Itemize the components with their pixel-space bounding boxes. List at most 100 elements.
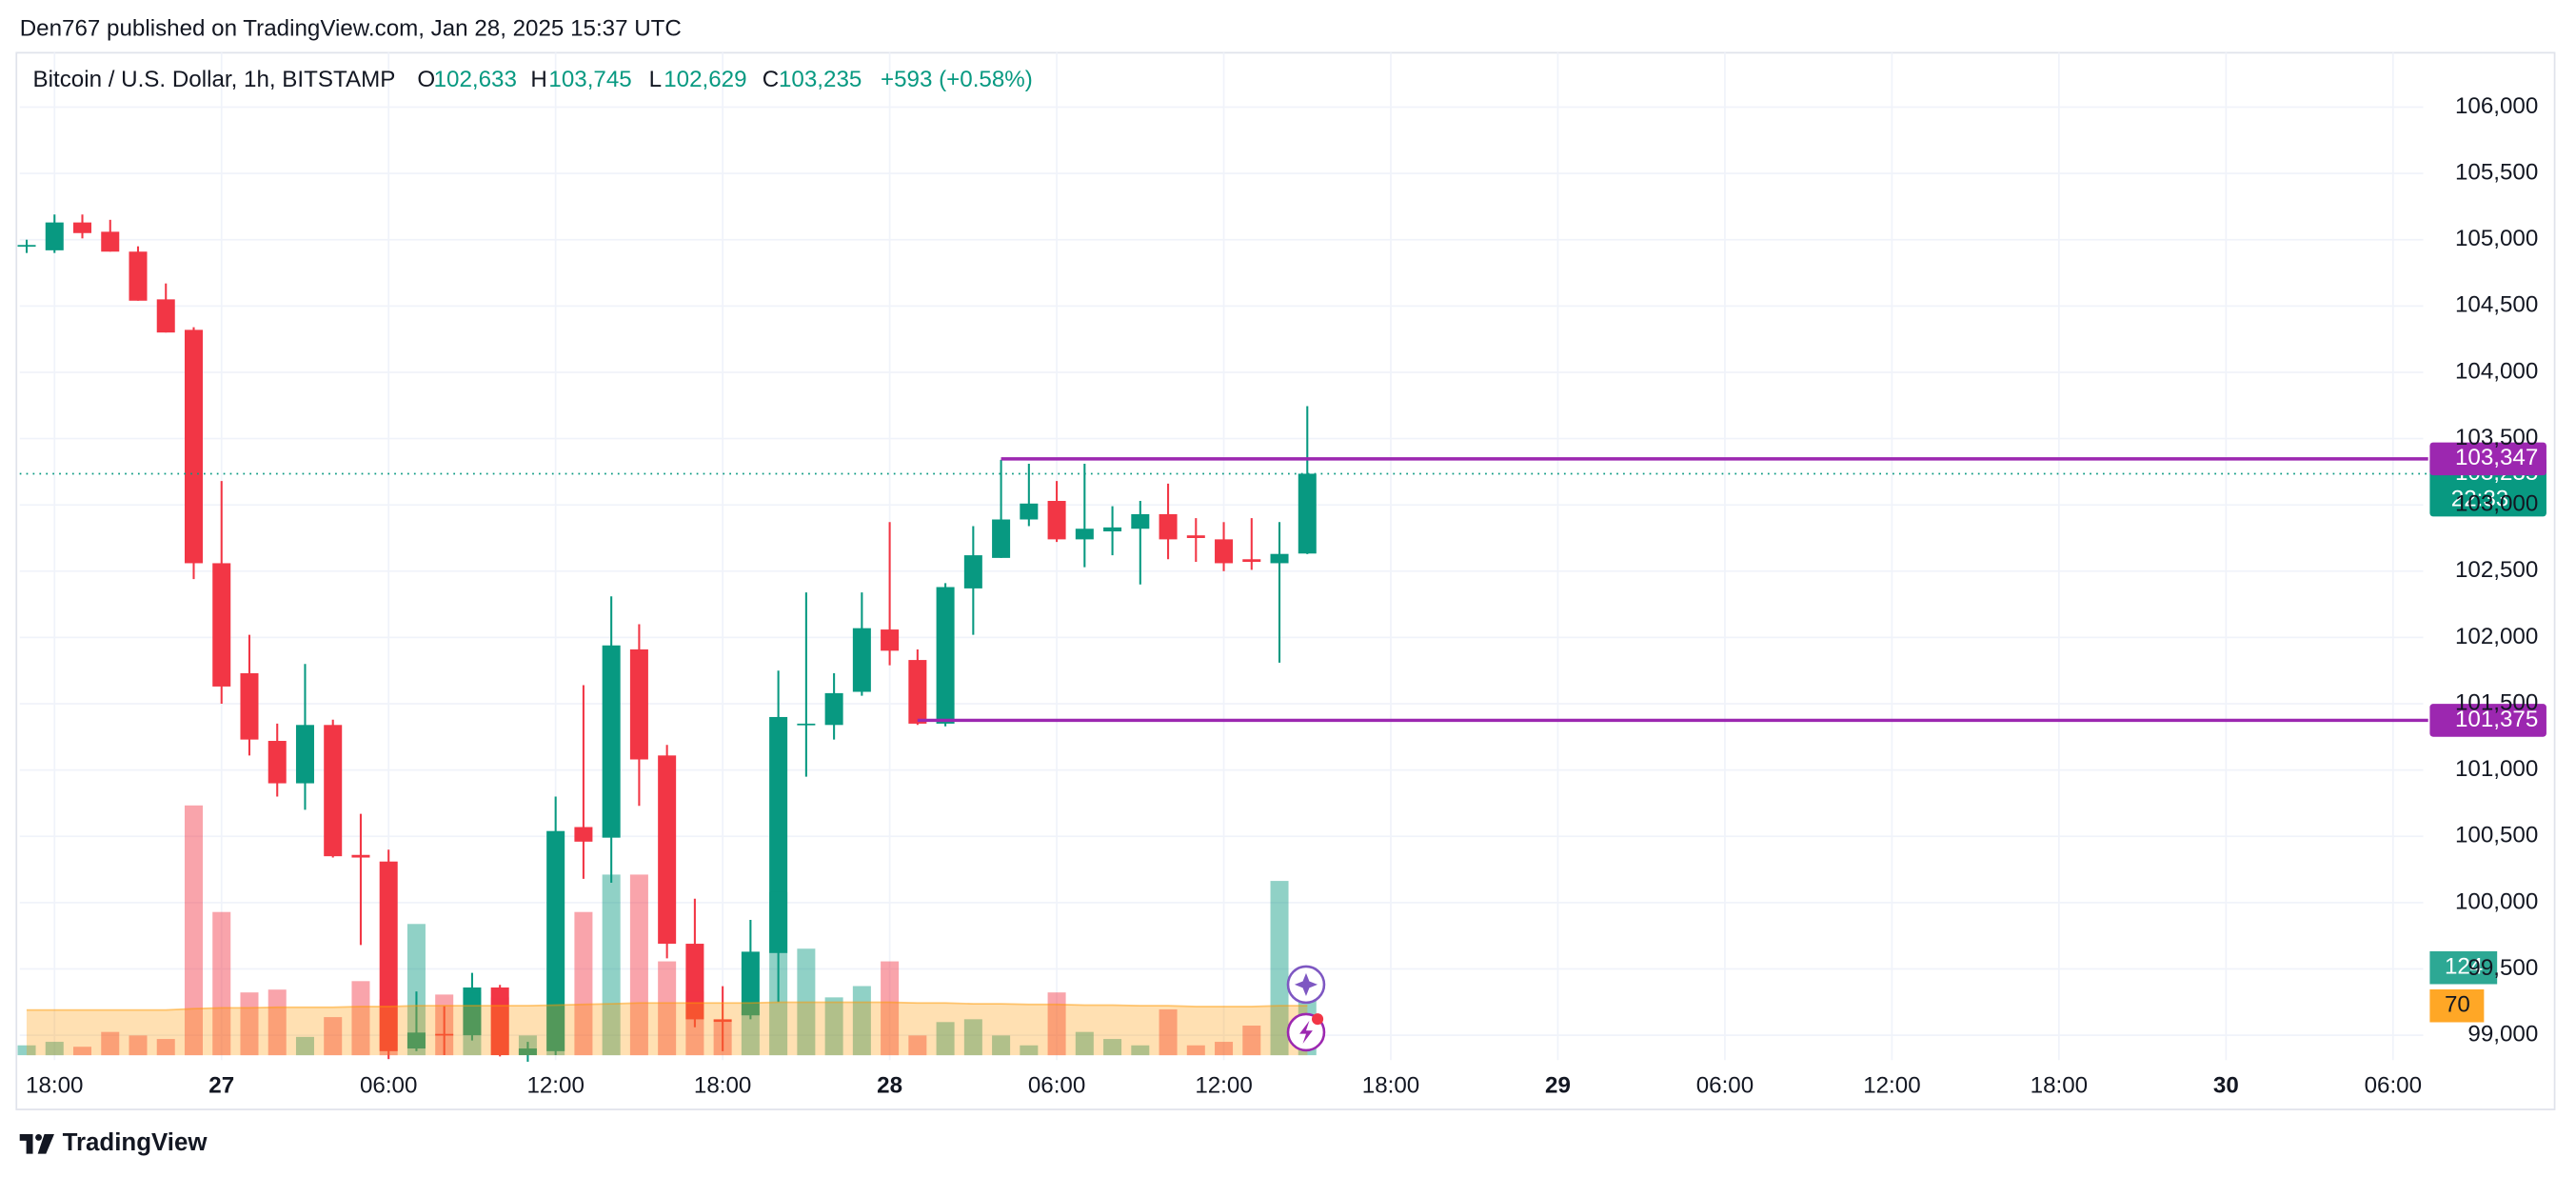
- x-tick-label: 18:00: [1362, 1072, 1419, 1098]
- candle-body: [1020, 503, 1039, 520]
- x-tick-label: 29: [1545, 1072, 1571, 1098]
- labels: 99,000 99,500 100,000 100,500 101,000 101,500…: [26, 93, 2538, 1098]
- volume-ma-box: [2429, 988, 2485, 1023]
- candle-body: [324, 725, 343, 857]
- volume-bar: [963, 1019, 982, 1056]
- candle-body: [156, 299, 175, 333]
- candle-body: [17, 245, 36, 248]
- volume-bar: [658, 961, 677, 1056]
- ohlc-key: C: [763, 67, 779, 92]
- change: +593 (+0.58%): [881, 67, 1033, 92]
- footer: TradingView: [63, 1129, 208, 1156]
- volume-bar: [1186, 1045, 1205, 1056]
- volume-bar: [685, 990, 704, 1056]
- icon-dot: [1312, 1013, 1324, 1026]
- candle-body: [797, 723, 816, 726]
- x-tick-label: 12:00: [1863, 1072, 1920, 1098]
- candle-body: [73, 222, 92, 233]
- ohlc-value: 102,629: [664, 67, 746, 92]
- ohlc-value: 102,633: [434, 67, 517, 92]
- candle-body: [936, 587, 955, 724]
- candle-body: [1242, 559, 1261, 563]
- x-tick-label: 30: [2213, 1072, 2239, 1098]
- x-tick-label: 06:00: [1028, 1072, 1085, 1098]
- candle-body: [1047, 501, 1066, 540]
- symbol: Bitcoin / U.S. Dollar, 1h, BITSTAMP: [33, 67, 396, 92]
- volume-bar: [1103, 1039, 1122, 1056]
- candle-body: [1131, 513, 1150, 529]
- ohlc-value: 103,745: [548, 67, 631, 92]
- volume-bar: [351, 981, 370, 1056]
- x-tick-label: 28: [877, 1072, 902, 1098]
- y-tick-label: 106,000: [2455, 93, 2538, 119]
- candle-body: [184, 329, 203, 564]
- candle-body: [574, 827, 593, 842]
- x-tick-label: 27: [208, 1072, 234, 1098]
- candle-body: [101, 231, 120, 252]
- x-tick-label: 18:00: [2031, 1072, 2088, 1098]
- grid: [19, 52, 2424, 1061]
- level-label: 103,347: [2455, 445, 2538, 470]
- x-tick-label: 06:00: [360, 1072, 417, 1098]
- y-tick-label: 105,500: [2455, 159, 2538, 185]
- logo-mark: [37, 1133, 54, 1154]
- volume-bar: [1159, 1008, 1178, 1056]
- y-tick-label: 105,000: [2455, 226, 2538, 251]
- level-box: [2429, 442, 2546, 476]
- volume-bar: [406, 924, 426, 1056]
- volume-bar: [824, 997, 843, 1056]
- volume-bar: [295, 1036, 314, 1056]
- volume-bar: [1075, 1031, 1094, 1056]
- volume-bar: [1020, 1045, 1039, 1056]
- candle-body: [406, 1032, 426, 1049]
- logo-mark: [35, 1133, 43, 1141]
- x-tick-label: 12:00: [526, 1072, 584, 1098]
- candle-body: [268, 741, 287, 784]
- volume-bar: [741, 1010, 760, 1056]
- icons: [1286, 965, 1326, 1052]
- y-tick-label: 102,000: [2455, 624, 2538, 649]
- candle-body: [963, 555, 982, 588]
- candle-body: [463, 987, 482, 1036]
- volume-bar: [852, 986, 871, 1056]
- volume-bar: [17, 1045, 36, 1056]
- ohlc-key: O: [417, 67, 435, 92]
- candle-body: [435, 1033, 454, 1036]
- logo-mark: [19, 1133, 33, 1154]
- volume-bar: [881, 961, 900, 1056]
- candle-body: [824, 692, 843, 726]
- ohlc-value: 103,235: [779, 67, 862, 92]
- candle-body: [852, 628, 871, 692]
- level-label: 101,375: [2455, 707, 2538, 732]
- y-tick-label: 100,000: [2455, 888, 2538, 914]
- volume-bar: [629, 874, 648, 1056]
- candle-body: [379, 861, 398, 1051]
- candle-body: [490, 987, 509, 1056]
- volume-ma-line: [26, 1001, 1308, 1011]
- candle-body: [1103, 527, 1122, 532]
- volume-ma-label: 70: [2445, 992, 2470, 1018]
- candle-body: [881, 629, 900, 651]
- countdown: 22:33: [2451, 486, 2508, 511]
- volume-bar: [1047, 992, 1066, 1056]
- volume-bar: [184, 805, 203, 1056]
- volume-bar: [1131, 1045, 1150, 1056]
- y-tick-label: 103,500: [2455, 425, 2538, 450]
- candle-body: [992, 519, 1011, 558]
- ohlc-key: L: [649, 67, 662, 92]
- volume-bar: [574, 911, 593, 1056]
- volume-bar: [713, 1022, 732, 1056]
- volume-bar: [212, 911, 231, 1056]
- y-tick-label: 102,500: [2455, 557, 2538, 583]
- volume-bar: [73, 1047, 92, 1056]
- candle-body: [240, 673, 259, 740]
- candle-body: [741, 951, 760, 1016]
- volumes: [17, 805, 1317, 1056]
- volume-bar: [1242, 1025, 1261, 1056]
- volume-box: [2429, 950, 2498, 985]
- volume-bar: [435, 994, 454, 1056]
- candle-body: [658, 755, 677, 945]
